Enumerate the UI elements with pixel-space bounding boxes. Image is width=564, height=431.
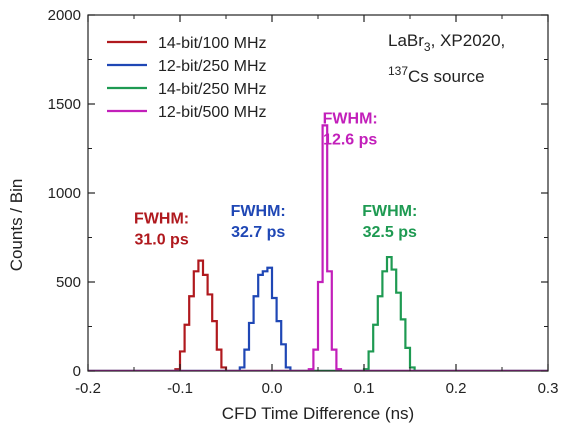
fwhm-value: 32.5 ps xyxy=(363,224,417,241)
fwhm-label: FWHM: xyxy=(362,203,417,220)
y-tick-label: 2000 xyxy=(48,7,81,24)
fwhm-label: FWHM: xyxy=(231,203,286,220)
y-tick-label: 1000 xyxy=(48,185,81,202)
series-line-3 xyxy=(88,255,548,371)
fwhm-label: FWHM: xyxy=(323,111,378,128)
x-tick-label: 0.3 xyxy=(538,380,559,397)
legend: 14-bit/100 MHz 12-bit/250 MHz 14-bit/250 M… xyxy=(107,35,267,121)
y-axis-label: Counts / Bin xyxy=(7,179,26,272)
fwhm-value: 12.6 ps xyxy=(323,132,377,149)
fwhm-label: FWHM: xyxy=(134,210,189,227)
x-tick-label: 0.0 xyxy=(262,380,283,397)
legend-label: 14-bit/250 MHz xyxy=(158,81,267,98)
y-tick-label: 1500 xyxy=(48,96,81,113)
y-tick-label: 500 xyxy=(56,274,81,291)
legend-label: 14-bit/100 MHz xyxy=(158,35,267,52)
annotation-isotope-mass: 137 xyxy=(388,64,408,78)
x-tick-label: -0.1 xyxy=(167,380,193,397)
series-line-2 xyxy=(88,266,548,371)
annotation-detector-subscript: 3 xyxy=(424,40,431,54)
x-tick-label: 0.1 xyxy=(354,380,375,397)
annotation-line-1: LaBr3, XP2020, xyxy=(388,31,505,54)
axes: -0.2 -0.1 0.0 0.1 0.2 0.3 0 500 1000 1500 2000 xyxy=(48,7,559,397)
source-annotation: LaBr3, XP2020, 137Cs source xyxy=(388,31,505,86)
x-tick-label: -0.2 xyxy=(75,380,101,397)
legend-label: 12-bit/500 MHz xyxy=(158,104,267,121)
annotation-source-rest: Cs source xyxy=(408,67,485,86)
fwhm-value: 31.0 ps xyxy=(134,231,188,248)
x-axis-label: CFD Time Difference (ns) xyxy=(222,404,414,423)
annotation-line-2: 137Cs source xyxy=(388,64,485,86)
legend-label: 12-bit/250 MHz xyxy=(158,58,267,75)
fwhm-value: 32.7 ps xyxy=(231,224,285,241)
x-tick-label: 0.2 xyxy=(446,380,467,397)
fwhm-labels: FWHM: 31.0 ps FWHM: 32.7 ps FWHM: 32.5 ps FWHM… xyxy=(134,111,417,249)
series-line-1 xyxy=(88,259,548,371)
y-tick-label: 0 xyxy=(73,363,81,380)
annotation-detector: LaBr xyxy=(388,31,424,50)
annotation-detector-rest: , XP2020, xyxy=(431,31,506,50)
